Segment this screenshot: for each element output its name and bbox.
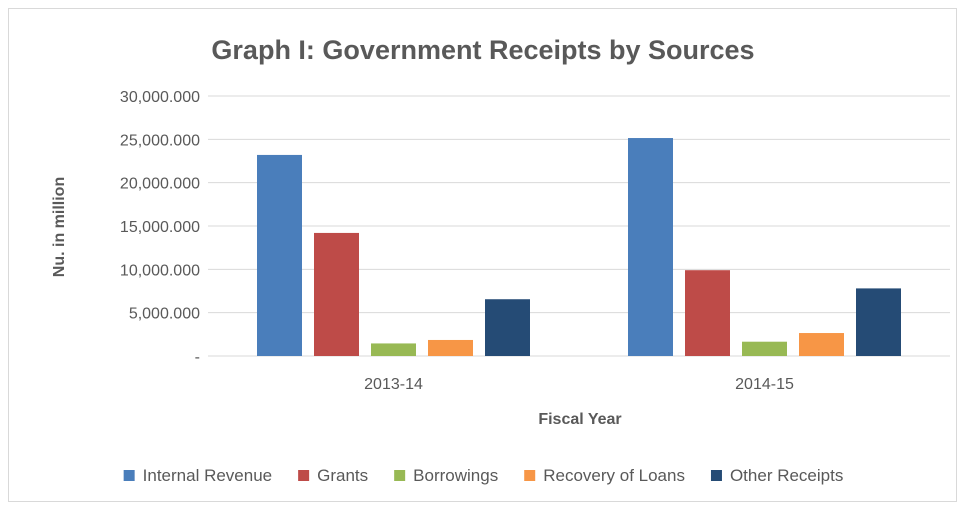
bar-other-receipts-2013-14 bbox=[485, 299, 530, 356]
legend-label: Internal Revenue bbox=[143, 466, 272, 485]
x-axis-ticks: 2013-14 2014-15 bbox=[364, 376, 794, 393]
legend-item: Recovery of Loans bbox=[524, 466, 685, 485]
bar-borrowings-2013-14 bbox=[371, 343, 416, 356]
bar-internal-revenue-2014-15 bbox=[628, 138, 673, 356]
legend-item: Borrowings bbox=[394, 466, 498, 485]
legend-label: Grants bbox=[317, 466, 368, 485]
y-tick-label: 25,000.000 bbox=[120, 132, 200, 149]
y-axis-ticks: - 5,000.000 10,000.000 15,000.000 20,000.000… bbox=[120, 89, 200, 366]
legend-item: Internal Revenue bbox=[123, 466, 272, 485]
legend-swatch bbox=[710, 470, 722, 481]
x-tick-label: 2014-15 bbox=[735, 376, 794, 393]
bar-grants-2014-15 bbox=[685, 270, 730, 356]
bar-internal-revenue-2013-14 bbox=[257, 154, 302, 356]
legend-item: Grants bbox=[298, 466, 368, 485]
legend-swatch bbox=[123, 470, 135, 481]
legend-item: Other Receipts bbox=[710, 466, 843, 485]
legend-swatch bbox=[394, 470, 406, 481]
y-tick-label: 5,000.000 bbox=[129, 306, 200, 323]
x-axis-title: Fiscal Year bbox=[538, 411, 621, 428]
legend: Internal Revenue Grants Borrowings Recovery… bbox=[123, 466, 843, 485]
x-tick-label: 2013-14 bbox=[364, 376, 423, 393]
bar-borrowings-2014-15 bbox=[742, 341, 787, 356]
bar-recovery-of-loans-2013-14 bbox=[428, 339, 473, 356]
y-tick-label: 10,000.000 bbox=[120, 262, 200, 279]
chart-title: Graph I: Government Receipts by Sources bbox=[211, 35, 754, 65]
legend-label: Recovery of Loans bbox=[543, 466, 685, 485]
bar-recovery-of-loans-2014-15 bbox=[799, 333, 844, 356]
y-tick-label: 15,000.000 bbox=[120, 219, 200, 236]
y-tick-label: 30,000.000 bbox=[120, 89, 200, 106]
chart-frame bbox=[8, 8, 957, 502]
bar-grants-2013-14 bbox=[314, 232, 359, 356]
y-axis-title: Nu. in million bbox=[51, 177, 68, 277]
legend-label: Borrowings bbox=[413, 466, 498, 485]
y-tick-label: 20,000.000 bbox=[120, 176, 200, 193]
legend-swatch bbox=[298, 470, 310, 481]
y-tick-label: - bbox=[195, 349, 200, 366]
legend-label: Other Receipts bbox=[730, 466, 843, 485]
legend-swatch bbox=[524, 470, 536, 481]
bars bbox=[257, 138, 901, 356]
bar-other-receipts-2014-15 bbox=[856, 288, 901, 356]
